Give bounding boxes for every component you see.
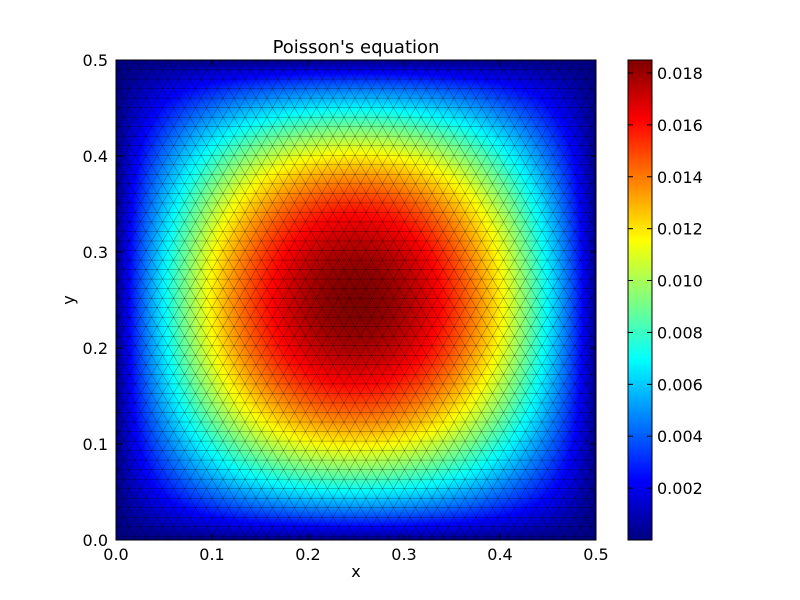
colorbar-tick-label: 0.006 [657, 375, 703, 394]
y-tick-label: 0.1 [83, 435, 108, 454]
colorbar-ticks: 0.002 0.004 0.006 0.008 0.010 0.012 0.014 0.016… [628, 64, 703, 498]
solution-field [116, 60, 596, 540]
y-tick-label: 0.2 [83, 339, 108, 358]
x-tick-label: 0.1 [199, 545, 224, 564]
x-tick-label: 0.2 [295, 545, 320, 564]
y-axis-label: y [59, 295, 78, 304]
colorbar-gradient [628, 60, 652, 540]
colorbar-frame [627, 59, 653, 541]
x-tick-label: 0.5 [583, 545, 608, 564]
chart-title: Poisson's equation [273, 37, 440, 58]
x-axis-label: x [351, 562, 360, 581]
y-tick-label: 0.5 [83, 51, 108, 70]
colorbar-tick-label: 0.008 [657, 323, 703, 342]
colorbar-tick-label: 0.002 [657, 479, 703, 498]
colorbar-tick-label: 0.010 [657, 272, 703, 291]
mesh-edges [116, 60, 596, 540]
x-tick-label: 0.0 [103, 545, 128, 564]
colorbar: 0.002 0.004 0.006 0.008 0.010 0.012 0.014 0.016… [627, 59, 703, 541]
y-axis-ticks: 0.0 0.1 0.2 0.3 0.4 0.5 [83, 51, 596, 550]
colorbar-tick-label: 0.016 [657, 116, 703, 135]
colorbar-tick-label: 0.018 [657, 64, 703, 83]
x-axis-ticks: 0.0 0.1 0.2 0.3 0.4 0.5 [103, 60, 609, 564]
x-tick-label: 0.4 [487, 545, 512, 564]
y-tick-label: 0.4 [83, 147, 108, 166]
y-tick-label: 0.0 [83, 531, 108, 550]
plot-area [115, 59, 597, 541]
triangle-mesh [116, 60, 596, 540]
colorbar-tick-label: 0.012 [657, 220, 703, 239]
x-tick-label: 0.3 [391, 545, 416, 564]
colorbar-tick-label: 0.004 [657, 427, 703, 446]
plot-frame [115, 59, 597, 541]
colorbar-tick-label: 0.014 [657, 168, 703, 187]
y-tick-label: 0.3 [83, 243, 108, 262]
